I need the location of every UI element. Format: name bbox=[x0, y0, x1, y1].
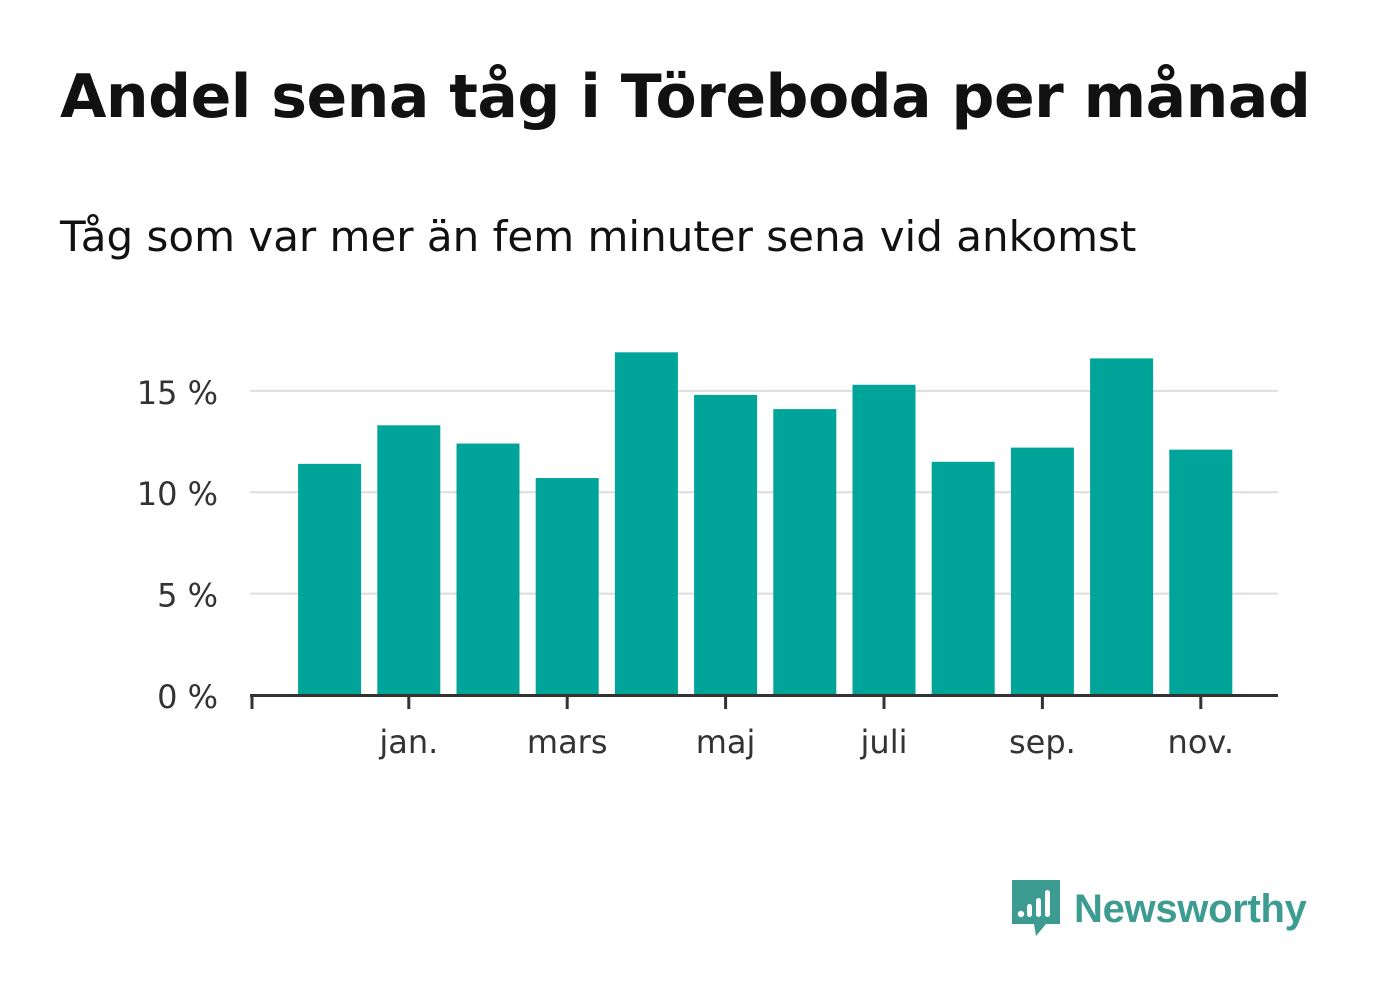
bar-okt bbox=[1090, 358, 1154, 695]
bar-mars bbox=[535, 478, 599, 695]
bar-aug bbox=[931, 461, 995, 695]
y-tick-label: 10 % bbox=[137, 475, 218, 513]
bar-dec bbox=[298, 463, 362, 695]
x-tick-label: juli bbox=[860, 723, 908, 761]
bar-juli bbox=[852, 384, 916, 695]
bar-apr bbox=[614, 352, 678, 695]
bar-nov bbox=[1169, 449, 1233, 695]
newsworthy-logo-icon bbox=[1012, 880, 1060, 936]
y-tick-label: 5 % bbox=[157, 577, 218, 615]
x-tick-label: nov. bbox=[1168, 723, 1234, 761]
chart-subtitle: Tåg som var mer än fem minuter sena vid … bbox=[60, 212, 1137, 261]
chart-title: Andel sena tåg i Töreboda per månad bbox=[60, 62, 1311, 132]
x-tick-label: maj bbox=[696, 723, 756, 761]
bar-sep bbox=[1010, 447, 1074, 695]
brand-name: Newsworthy bbox=[1074, 886, 1307, 931]
bar-juni bbox=[773, 409, 837, 695]
newsworthy-logo: Newsworthy bbox=[1010, 878, 1307, 940]
bar-maj bbox=[694, 394, 758, 695]
y-tick-label: 15 % bbox=[137, 374, 218, 412]
bar-feb bbox=[456, 443, 520, 695]
bars bbox=[298, 352, 1233, 695]
x-tick-labels: jan. mars maj juli sep. nov. bbox=[378, 723, 1234, 761]
y-tick-label: 0 % bbox=[157, 678, 218, 716]
y-tick-labels: 0 % 5 % 10 % 15 % bbox=[137, 374, 218, 716]
x-tick-label: sep. bbox=[1009, 723, 1076, 761]
axes bbox=[250, 694, 1278, 709]
x-tick-label: jan. bbox=[378, 723, 438, 761]
x-tick-label: mars bbox=[527, 723, 608, 761]
bar-jan bbox=[377, 425, 441, 695]
